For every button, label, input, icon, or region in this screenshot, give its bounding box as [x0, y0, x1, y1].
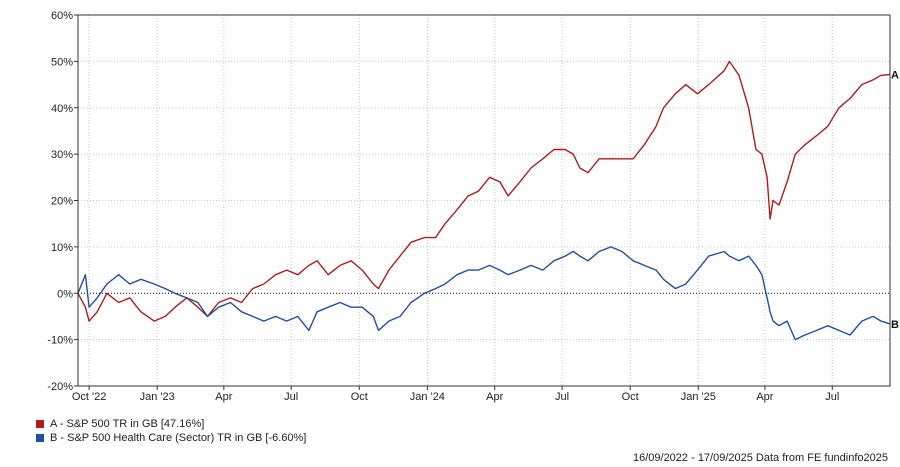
y-tick-label: 60%: [51, 10, 73, 22]
series-end-label-b: B: [891, 319, 899, 331]
x-tick-label: Apr: [486, 391, 503, 403]
x-tick-label: Jul: [284, 391, 298, 403]
axis-ticks: -20% -10% 0% 10% 20% 30% 40% 50% 60% Oct '22 Jan '…: [47, 10, 839, 403]
y-tick-label: 40%: [51, 103, 73, 115]
x-tick-label: Jan '24: [410, 391, 445, 403]
x-tick-label: Jul: [825, 391, 839, 403]
y-tick-label: 10%: [51, 242, 73, 254]
legend-swatch-b: [36, 434, 44, 442]
x-tick-label: Jul: [555, 391, 569, 403]
y-tick-label: 50%: [51, 56, 73, 68]
series-line-a: [77, 60, 891, 322]
x-tick-label: Jan '23: [140, 391, 175, 403]
y-tick-label: -20%: [47, 381, 73, 393]
x-tick-label: Oct: [351, 391, 368, 403]
performance-chart: -20% -10% 0% 10% 20% 30% 40% 50% 60% Oct '22 Jan '…: [47, 10, 899, 403]
legend: A - S&P 500 TR in GB [47.16%] B - S&P 50…: [36, 417, 306, 445]
y-tick-label: 20%: [51, 196, 73, 208]
x-tick-label: Oct '22: [72, 391, 107, 403]
y-tick-label: 0%: [57, 288, 73, 300]
y-tick-label: 30%: [51, 149, 73, 161]
y-tick-label: -10%: [47, 335, 73, 347]
series-end-label-a: A: [891, 70, 899, 82]
legend-item-a: A - S&P 500 TR in GB [47.16%]: [36, 417, 306, 431]
series-lines: [77, 60, 891, 341]
x-tick-label: Oct: [622, 391, 639, 403]
legend-label-b: B - S&P 500 Health Care (Sector) TR in G…: [50, 432, 307, 444]
plot-frame: [77, 14, 891, 387]
series-line-b: [77, 246, 891, 341]
legend-item-b: B - S&P 500 Health Care (Sector) TR in G…: [36, 431, 306, 445]
x-tick-label: Apr: [215, 391, 232, 403]
end-labels: AB: [891, 70, 899, 331]
legend-label-a: A - S&P 500 TR in GB [47.16%]: [50, 418, 205, 430]
legend-swatch-a: [36, 420, 44, 428]
footer-date-source: 16/09/2022 - 17/09/2025 Data from FE fun…: [632, 452, 888, 464]
x-tick-label: Jan '25: [681, 391, 716, 403]
x-tick-label: Apr: [756, 391, 773, 403]
